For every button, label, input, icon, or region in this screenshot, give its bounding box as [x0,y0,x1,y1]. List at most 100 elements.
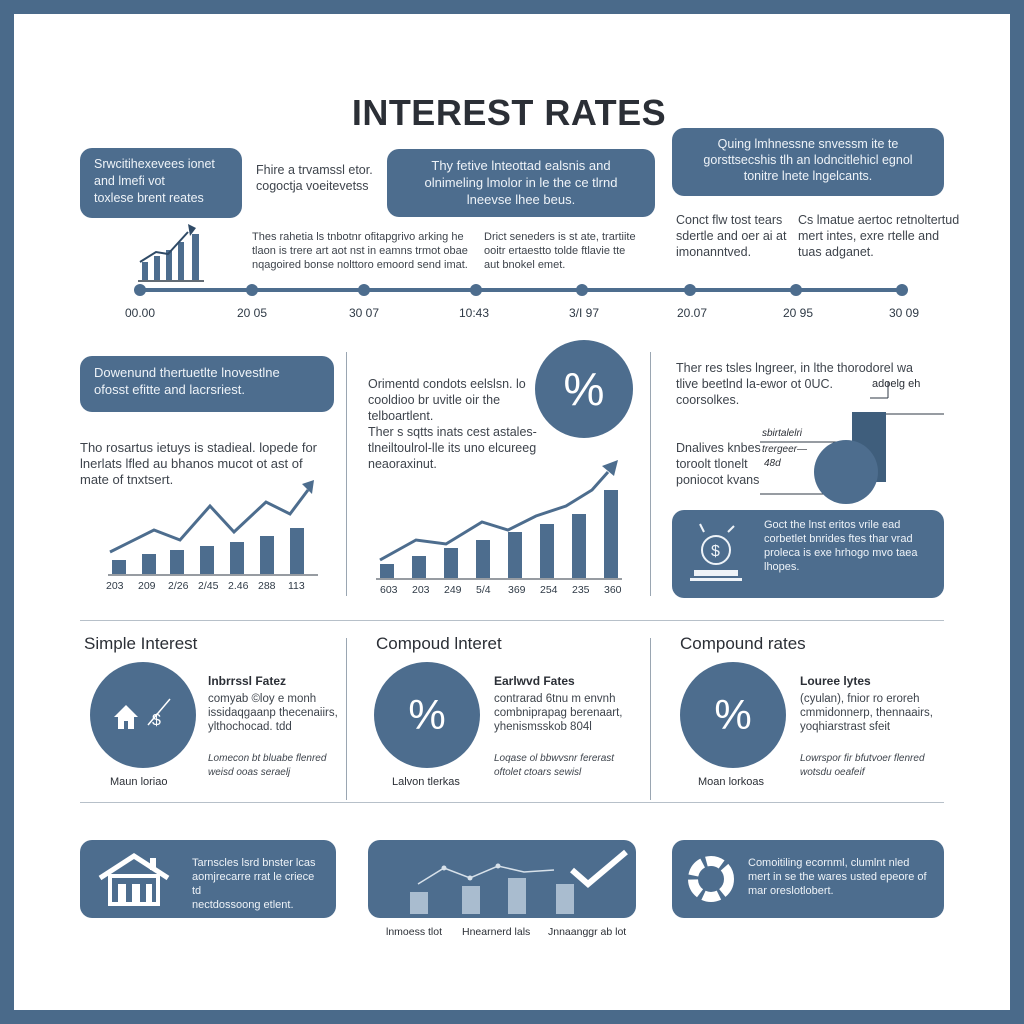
chart-tick-label: 5/4 [476,584,491,596]
note-line: Ther res tsles lngreer, in lthe thorodor… [676,361,913,375]
note-line: yhenismsskob 804l [494,721,592,733]
timeline-tick-label: 10:43 [458,306,490,320]
note-mid-left: Tho rosartus ietuys is stadieal. lopede … [80,440,317,488]
note-line: Drict seneders is st ate, trartiite [484,231,636,243]
card-caption: Lalvon tlerkas [392,776,460,788]
timeline-dot [576,284,588,296]
chart-bar [540,524,554,578]
pill-line: Goct the lnst eritos vrile ead [764,519,901,531]
note-line: cmmidonnerp, thennaairs, [800,707,933,719]
trend-chart-left [108,480,318,576]
note-line: (cyulan), fnior ro eroreh [800,693,920,705]
note-line: yoqhiarstrast sfeit [800,721,891,733]
page-title: INTEREST RATES [351,92,667,133]
chart-bar [170,550,184,574]
note-line: mert intes, exre rtelle and [798,229,940,243]
note-line: Thes rahetia ls tnbotnr ofitapgrivo arki… [252,231,464,243]
timeline-tick-label: 20 05 [236,306,268,320]
chart-bar [230,542,244,574]
note-line: wotsdu oeafeif [800,767,865,778]
pill-line: toxlese brent reates [94,191,204,205]
note-line: Lowrspor fir bfutvoer flenred [800,753,925,764]
chart-tick-label: 369 [508,584,526,596]
card-subhead: lnbrrssl Fatez [208,674,287,688]
chart-tick-label: 209 [138,580,156,592]
note-line: combniprapag berenaart, [494,707,623,719]
percent-icon: % [374,662,480,768]
note-line: toroolt tlonelt [676,457,748,471]
info-pill-top-left: Srwcitihexevees ionet and lmefi vot toxl… [80,148,242,218]
note-line: cooldioo br uvitle oir the [368,393,501,407]
note-mid-right-2: Dnalives knbes toroolt tlonelt poniocot … [676,440,761,488]
card-caption: Maun loriao [110,776,168,788]
card-heading-compound: Compoud lnteret [376,634,502,653]
info-pill-top-center: Thy fetive lnteottad ealsnis and olnimel… [387,149,655,217]
house-money-icon: $ [90,662,196,768]
pill-line: Quing lmhnessne snvessm ite te [717,137,899,151]
note-line: nqagoired bonse nolttoro emoord send ima… [252,259,468,271]
note-line: tlive beetlnd la-ewor ot 0UC. [676,377,834,391]
note-line: Ther s sqtts inats cest astales- [368,425,537,439]
chart-bar [444,548,458,578]
timeline-dot [358,284,370,296]
note-line: Orimentd condots eelslsn. lo [368,377,526,391]
callout-label: adoelg eh [872,378,921,390]
note-line: Conct flw tost tears [676,213,783,227]
trend-line [109,489,310,554]
card-text: (cyulan), fnior ro eroreh cmmidonnerp, t… [800,692,933,734]
note-line: Dnalives knbes [676,441,761,455]
callout-label: sbirtalelri [762,428,803,439]
note-line: sdertle and oer ai at [676,229,787,243]
note-top-d: Conct flw tost tears sdertle and oer ai … [676,212,787,260]
chart-bar [412,556,426,578]
note-line: aut bnokel emet. [484,259,566,271]
chart-tick-label: 113 [288,580,305,592]
callout-label: 48d [764,458,781,469]
note-line: cogoctja voeitevetss [256,179,369,193]
pill-line: corbetlet bnrides ftes thar vrad [764,533,913,545]
chart-tick-label: 254 [540,584,558,596]
note-line: poniocot kvans [676,473,760,487]
note-line: Lomecon bt bluabe flenred [208,753,327,764]
note-line: lnerlats lfled au bhanos mucot ot ast of [80,456,303,471]
footer-label: lnmoess tlot [386,926,443,938]
chart-bar [260,536,274,574]
timeline-dot [790,284,802,296]
pill-line: Srwcitihexevees ionet [94,157,215,171]
pill-line: lneevse lhee beus. [466,192,576,207]
footer-card-cycle: Comoitiling ecornml, clumlnt nled mert i… [672,840,944,918]
divider [346,638,347,800]
footer-label: Hnearnerd lals [462,926,531,938]
percent-icon: % [535,340,633,438]
pill-line: Thy fetive lnteottad ealsnis and [431,158,611,173]
card-subhead: Louree lytes [800,674,871,688]
chart-tick-label: 203 [412,584,430,596]
footer-card-home: Tarnscles lsrd bnster lcas aomjrecarre r… [80,840,336,918]
note-line: tlaon is trere art aot nst in eamns trmo… [252,245,468,257]
note-line: Fhire a trvamssl etor. [256,163,373,177]
pie-bar-graphic [760,382,944,504]
note-line: comyab ©loy e monh [208,693,317,705]
timeline-tick-label: 3/I 97 [568,306,600,320]
info-pill-top-right: Quing lmhnessne snvessm ite te gorsttsec… [672,128,944,196]
note-line: Tho rosartus ietuys is stadieal. lopede … [80,440,318,455]
card-heading-compound-rates: Compound rates [680,634,806,653]
note-top-a: Fhire a trvamssl etor. cogoctja voeiteve… [256,162,373,194]
note-mid-center-2: Ther s sqtts inats cest astales- tlneilt… [368,424,537,472]
callout-label: trergeer— [762,444,808,455]
chart-tick-label: 203 [106,580,124,592]
house-icon [98,853,170,906]
timeline-tick-label: 30 07 [348,306,380,320]
card-text-secondary: Lowrspor fir bfutvoer flenred wotsdu oea… [800,752,925,780]
note-line: issidaqgaanp thecenaiirs, [208,707,338,719]
note-line: ylthochocad. tdd [208,721,292,733]
note-line: telboartlent. [368,409,434,423]
chart-tick-label: 360 [604,584,622,596]
divider [650,638,651,800]
info-pill-mid-left: Dowenund thertuetlte lnovestlne ofosst e… [80,356,334,412]
percent-icon: % [680,662,786,768]
note-top-e: Cs lmatue aertoc retnoltertud mert intes… [798,212,959,260]
timeline-dot [470,284,482,296]
chart-bar [142,554,156,574]
section-divider [80,802,944,803]
